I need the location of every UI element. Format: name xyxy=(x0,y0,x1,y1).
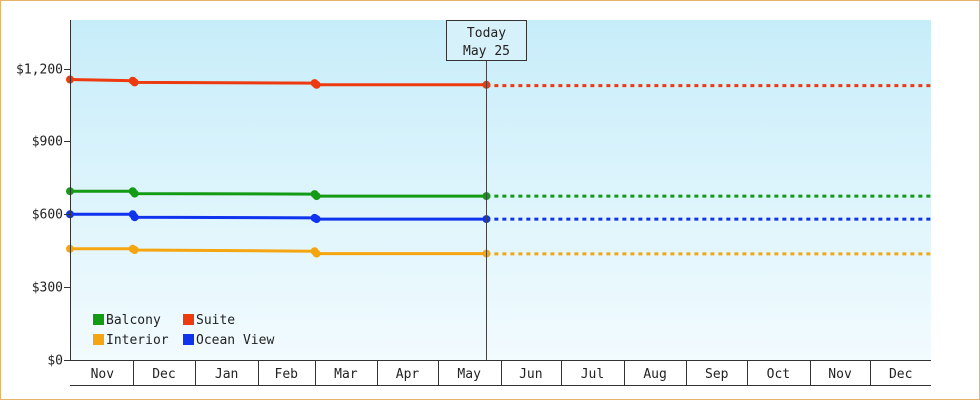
series-point xyxy=(312,192,321,201)
legend-swatch xyxy=(93,314,104,325)
x-month-label: Mar xyxy=(334,367,358,382)
legend-swatch xyxy=(93,334,104,345)
legend-label: Ocean View xyxy=(196,333,274,348)
series-point xyxy=(130,189,139,198)
y-tick-label: $600 xyxy=(32,208,63,223)
series-line xyxy=(70,212,487,221)
series-point xyxy=(312,249,321,258)
x-month-label: Jun xyxy=(519,367,542,382)
x-month-label: Sep xyxy=(705,367,729,382)
x-month-label: Jul xyxy=(581,367,604,382)
y-tick-label: $1,200 xyxy=(16,63,63,78)
series-point xyxy=(130,78,139,87)
x-month-label: Aug xyxy=(643,367,666,382)
series-layer xyxy=(66,75,931,258)
series-point xyxy=(312,80,321,89)
series-point xyxy=(130,213,139,222)
series-line xyxy=(69,78,487,87)
today-label: Today xyxy=(467,26,506,41)
x-month-label: May xyxy=(457,367,481,382)
y-tick-label: $300 xyxy=(32,281,63,296)
x-month-label: Feb xyxy=(275,367,299,382)
legend-label: Suite xyxy=(196,313,235,328)
x-month-label: Jan xyxy=(215,367,238,382)
axes-layer: $0 $300 $600 $900 $1,200 Nov Dec Jan Feb Mar Apr Ma… xyxy=(16,20,931,386)
today-box xyxy=(446,20,527,61)
series-point xyxy=(130,246,139,254)
today-marker: Today May 25 xyxy=(446,20,527,360)
series-line xyxy=(70,189,487,198)
x-month-label: Dec xyxy=(152,367,175,382)
legend-swatch xyxy=(183,314,194,325)
series-line xyxy=(70,247,487,256)
today-date: May 25 xyxy=(463,44,510,59)
plot-background xyxy=(70,20,931,360)
x-month-label: Dec xyxy=(889,367,912,382)
x-month-label: Nov xyxy=(91,367,115,382)
x-month-label: Apr xyxy=(396,367,420,382)
legend: Balcony Suite Interior Ocean View xyxy=(93,313,274,348)
legend-label: Interior xyxy=(106,333,169,348)
y-tick-label: $900 xyxy=(32,135,63,150)
legend-swatch xyxy=(183,334,194,345)
x-month-label: Nov xyxy=(828,367,852,382)
legend-label: Balcony xyxy=(106,313,161,328)
x-month-label: Oct xyxy=(767,367,790,382)
y-tick-label: $0 xyxy=(47,354,63,369)
series-point xyxy=(312,215,321,224)
